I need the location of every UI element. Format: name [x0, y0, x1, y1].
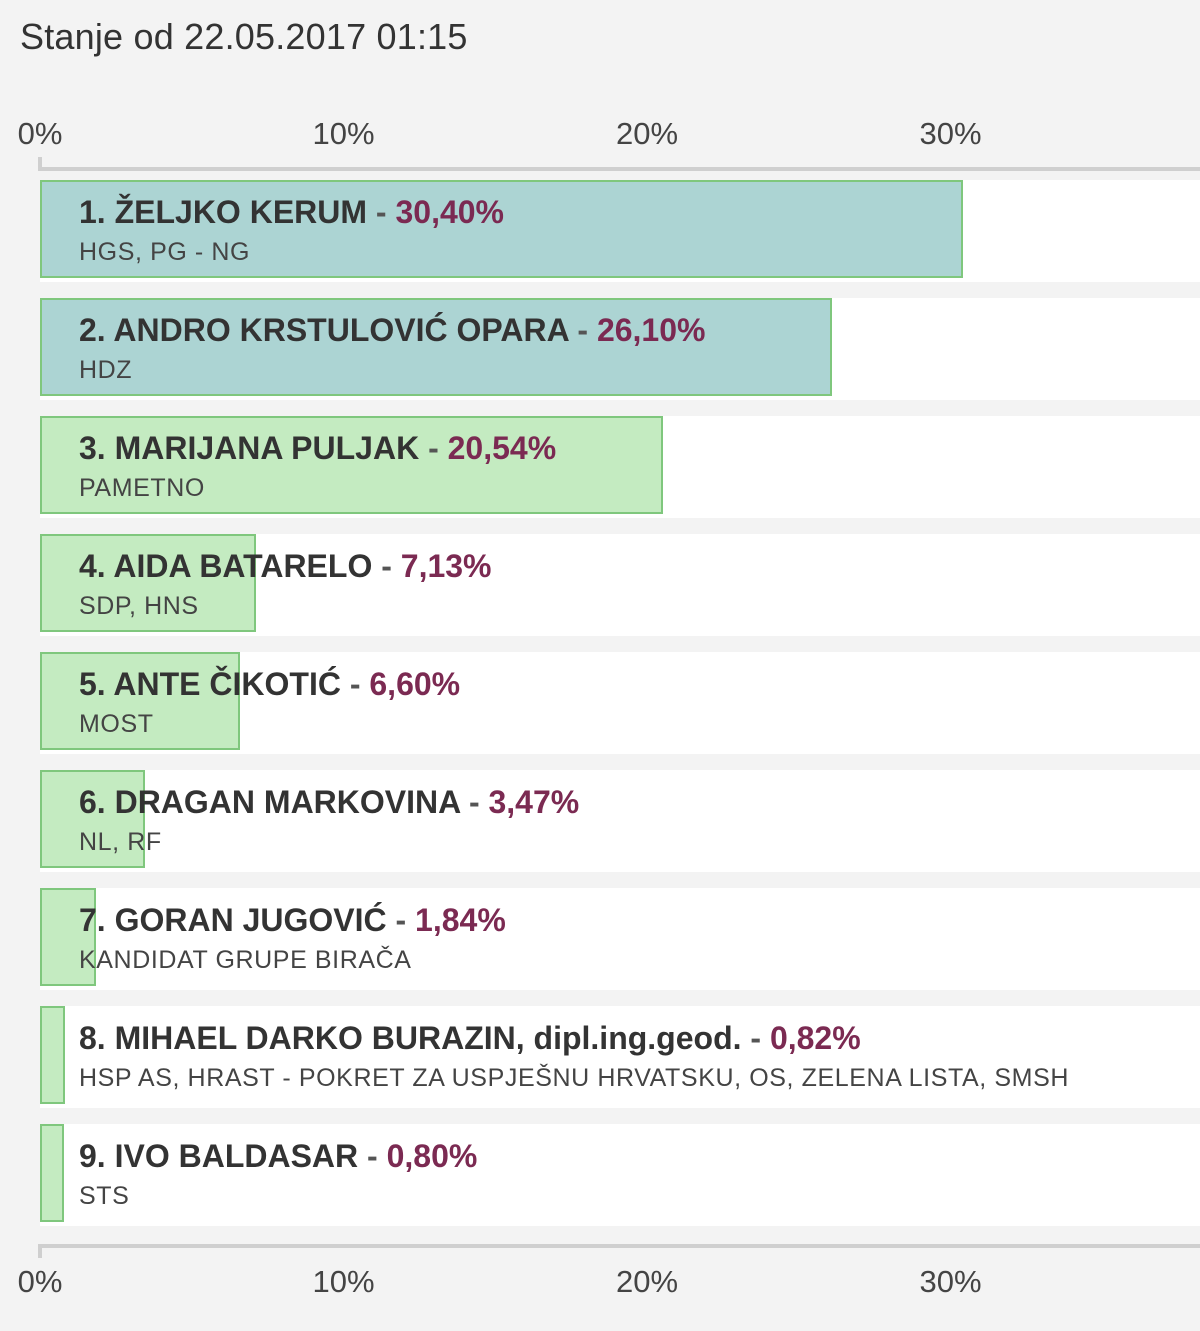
separator: - — [741, 1020, 770, 1056]
result-bar — [40, 652, 241, 750]
candidate-row: 5. ANTE ČIKOTIĆ - 6,60% MOST — [40, 652, 1200, 754]
party-name: STS — [79, 1182, 130, 1210]
candidate-label: 9. IVO BALDASAR - 0,80% STS — [79, 1136, 1200, 1211]
candidate-label: 6. DRAGAN MARKOVINA - 3,47% NL, RF — [79, 782, 1200, 857]
result-bar — [40, 298, 833, 396]
candidate-bars: 1. ŽELJKO KERUM - 30,40% HGS, PG - NG 2. A… — [40, 180, 1200, 1242]
data-label: 0,80% — [386, 1138, 478, 1174]
result-bar — [40, 770, 146, 868]
party-name: MOST — [79, 710, 154, 738]
separator: - — [372, 548, 401, 584]
separator: - — [386, 902, 416, 938]
candidate-line: 8. MIHAEL DARKO BURAZIN, dipl.ing.geod. … — [79, 1018, 1200, 1058]
candidate-row: 3. MARIJANA PULJAK - 20,54% PAMETNO — [40, 416, 1200, 518]
result-bar — [40, 1006, 65, 1104]
data-label: 30,40% — [395, 194, 504, 230]
top-axis-line — [38, 167, 1200, 171]
top-axis-tick-label: 0% — [17, 116, 63, 151]
party-name: HDZ — [79, 356, 133, 384]
bottom-axis-line — [38, 1244, 1200, 1248]
party-name: HSP AS, HRAST - POKRET ZA USPJEŠNU HRVAT… — [79, 1064, 1069, 1092]
candidate-label: 5. ANTE ČIKOTIĆ - 6,60% MOST — [79, 664, 1200, 739]
candidate-row: 2. ANDRO KRSTULOVIĆ OPARA - 26,10% HDZ — [40, 298, 1200, 400]
candidate-name: 7. GORAN JUGOVIĆ — [79, 902, 387, 938]
candidate-line: 9. IVO BALDASAR - 0,80% — [79, 1136, 1200, 1176]
candidate-line: 5. ANTE ČIKOTIĆ - 6,60% — [79, 664, 1200, 704]
candidate-name: 4. AIDA BATARELO — [79, 548, 373, 584]
data-label: 26,10% — [596, 312, 706, 348]
candidate-label: 2. ANDRO KRSTULOVIĆ OPARA - 26,10% HDZ — [79, 310, 1200, 385]
candidate-name: 9. IVO BALDASAR — [79, 1138, 359, 1174]
separator: - — [568, 312, 597, 348]
candidate-row: 9. IVO BALDASAR - 0,80% STS — [40, 1124, 1200, 1226]
candidate-line: 7. GORAN JUGOVIĆ - 1,84% — [79, 900, 1200, 940]
candidate-line: 3. MARIJANA PULJAK - 20,54% — [79, 428, 1200, 468]
candidate-row: 6. DRAGAN MARKOVINA - 3,47% NL, RF — [40, 770, 1200, 872]
data-label: 1,84% — [415, 902, 506, 938]
party-name: NL, RF — [79, 828, 162, 856]
candidate-row: 4. AIDA BATARELO - 7,13% SDP, HNS — [40, 534, 1200, 636]
data-label: 3,47% — [488, 784, 580, 820]
candidate-label: 3. MARIJANA PULJAK - 20,54% PAMETNO — [79, 428, 1200, 503]
separator: - — [340, 666, 370, 702]
candidate-name: 8. MIHAEL DARKO BURAZIN, dipl.ing.geod. — [79, 1020, 742, 1056]
candidate-name: 3. MARIJANA PULJAK — [79, 430, 420, 466]
bottom-axis-tick-label: 30% — [919, 1264, 982, 1299]
data-label: 0,82% — [769, 1020, 861, 1056]
result-bar — [40, 888, 96, 986]
party-name: HGS, PG - NG — [79, 238, 251, 266]
bottom-axis: 0% 10% 20% 30% — [0, 1240, 1200, 1300]
top-axis-tick-label: 30% — [919, 116, 982, 151]
separator: - — [367, 194, 396, 230]
party-name: SDP, HNS — [79, 592, 199, 620]
candidate-label: 8. MIHAEL DARKO BURAZIN, dipl.ing.geod. … — [79, 1018, 1200, 1093]
candidate-name: 1. ŽELJKO KERUM — [79, 194, 368, 230]
candidate-line: 1. ŽELJKO KERUM - 30,40% — [79, 192, 1200, 232]
party-name: PAMETNO — [79, 474, 205, 502]
candidate-name: 6. DRAGAN MARKOVINA — [79, 784, 461, 820]
candidate-name: 2. ANDRO KRSTULOVIĆ OPARA — [79, 312, 569, 348]
top-axis-tick-label: 10% — [312, 116, 375, 151]
result-bar — [40, 416, 664, 514]
candidate-line: 2. ANDRO KRSTULOVIĆ OPARA - 26,10% — [79, 310, 1200, 350]
candidate-line: 4. AIDA BATARELO - 7,13% — [79, 546, 1200, 586]
candidate-label: 1. ŽELJKO KERUM - 30,40% HGS, PG - NG — [79, 192, 1200, 267]
candidate-name: 5. ANTE ČIKOTIĆ — [79, 666, 341, 702]
candidate-label: 4. AIDA BATARELO - 7,13% SDP, HNS — [79, 546, 1200, 621]
result-bar — [40, 534, 257, 632]
top-axis-cap — [38, 157, 42, 171]
candidate-row: 8. MIHAEL DARKO BURAZIN, dipl.ing.geod. … — [40, 1006, 1200, 1108]
top-axis-tick-label: 20% — [615, 116, 679, 151]
bottom-axis-tick-label: 10% — [312, 1264, 375, 1299]
top-axis: 0% 10% 20% 30% — [0, 110, 1200, 171]
candidate-line: 6. DRAGAN MARKOVINA - 3,47% — [79, 782, 1200, 822]
bottom-axis-tick-label: 0% — [17, 1264, 63, 1299]
result-bar — [40, 180, 963, 278]
data-label: 7,13% — [400, 548, 492, 584]
data-label: 6,60% — [369, 666, 461, 702]
candidate-row: 1. ŽELJKO KERUM - 30,40% HGS, PG - NG — [40, 180, 1200, 282]
candidate-label: 7. GORAN JUGOVIĆ - 1,84% KANDIDAT GRUPE B… — [79, 900, 1200, 975]
bottom-axis-cap — [38, 1244, 42, 1258]
separator: - — [419, 430, 448, 466]
separator: - — [460, 784, 489, 820]
bottom-axis-tick-label: 20% — [615, 1264, 679, 1299]
data-label: 20,54% — [447, 430, 557, 466]
party-name: KANDIDAT GRUPE BIRAČA — [79, 946, 412, 974]
separator: - — [358, 1138, 387, 1174]
status-timestamp: Stanje od 22.05.2017 01:15 — [20, 16, 468, 57]
result-bar — [40, 1124, 65, 1222]
candidate-row: 7. GORAN JUGOVIĆ - 1,84% KANDIDAT GRUPE B… — [40, 888, 1200, 990]
